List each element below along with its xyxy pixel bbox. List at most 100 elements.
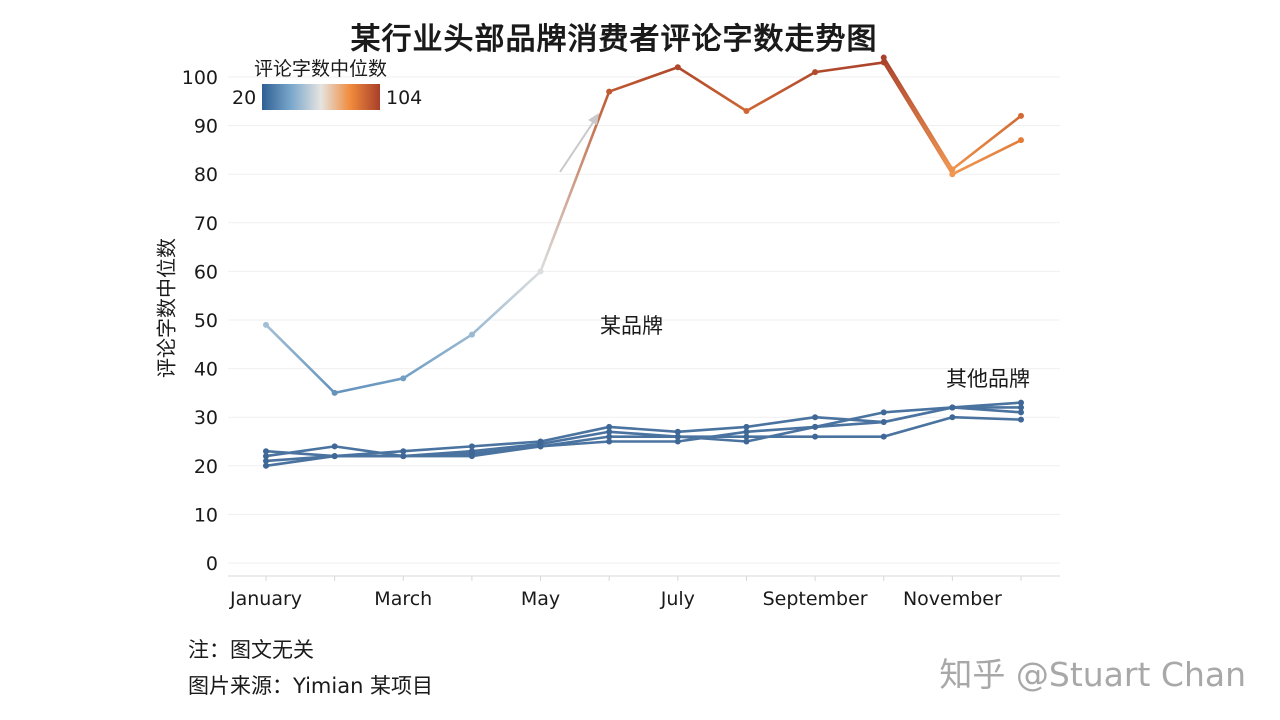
legend-title: 评论字数中位数 (254, 58, 387, 80)
footnote-note: 注：图文无关 (188, 638, 314, 662)
data-point (400, 453, 407, 460)
line-segment (676, 65, 748, 113)
annotation-arrow-head (588, 113, 599, 125)
data-point (468, 443, 475, 450)
data-point (331, 443, 338, 450)
line-segment (813, 420, 886, 429)
data-point (674, 428, 681, 435)
line-segment (401, 333, 474, 380)
series-line-others (263, 399, 1024, 460)
y-tick-label: 50 (194, 310, 218, 332)
data-point (743, 433, 750, 440)
data-point (880, 433, 887, 440)
data-point (949, 166, 956, 173)
data-point (880, 54, 887, 61)
legend-min-label: 20 (232, 87, 256, 109)
line-segment (539, 430, 611, 446)
data-point (743, 428, 750, 435)
series-line-focus (880, 54, 1024, 173)
line-segment (264, 323, 336, 395)
data-point (537, 438, 544, 445)
line-segment (813, 61, 886, 74)
line-segment (401, 449, 474, 458)
line-segment (607, 65, 680, 93)
data-point (880, 419, 887, 426)
legend-color-bar (262, 84, 380, 110)
data-point (331, 389, 338, 396)
data-point (949, 414, 956, 421)
y-tick-label: 60 (194, 261, 218, 283)
data-point (743, 423, 750, 430)
line-segment (882, 406, 954, 414)
data-point (606, 423, 613, 430)
y-tick-label: 20 (194, 456, 218, 478)
data-point (743, 438, 750, 445)
annotation-other-brands: 其他品牌 (946, 367, 1030, 391)
line-segment (470, 445, 542, 455)
data-point (263, 321, 269, 328)
line-segment (676, 435, 748, 443)
chart-labels: 评论字数中位数 某品牌 其他品牌 (155, 113, 1030, 391)
data-point (537, 268, 544, 275)
data-point (949, 404, 956, 411)
data-point (606, 428, 613, 435)
data-point (1018, 112, 1024, 119)
line-segment (745, 415, 817, 429)
y-tick-label: 70 (194, 213, 218, 235)
line-segment (951, 138, 1023, 176)
data-point (1018, 416, 1024, 423)
line-segment (882, 61, 954, 176)
line-segment (745, 425, 817, 443)
y-tick-label: 80 (194, 164, 218, 186)
data-point (1018, 399, 1024, 406)
x-tick-label: January (229, 588, 302, 610)
footnote-source: 图片来源：Yimian 某项目 (188, 674, 434, 698)
data-point (1018, 409, 1024, 416)
data-point (1018, 137, 1024, 144)
series-lines (263, 54, 1024, 469)
color-legend: 评论字数中位数 20 104 (232, 58, 422, 110)
chart-title: 某行业头部品牌消费者评论字数走势图 (350, 22, 878, 57)
data-point (263, 453, 269, 460)
y-axis-label: 评论字数中位数 (155, 238, 179, 378)
line-segment (333, 377, 405, 395)
series-line-focus (263, 59, 1024, 396)
data-point (674, 438, 681, 445)
line-segment (539, 90, 611, 273)
data-point (812, 69, 819, 76)
data-point (949, 171, 956, 178)
line-segment (745, 425, 817, 434)
data-point (812, 433, 819, 440)
annotation-focus-brand: 某品牌 (600, 314, 663, 338)
line-segment (607, 425, 680, 434)
y-tick-label: 100 (182, 67, 218, 89)
data-point (468, 331, 475, 338)
line-segment (607, 430, 680, 438)
x-tick-label: September (763, 588, 868, 610)
data-point (263, 457, 269, 464)
line-segment (951, 114, 1023, 171)
watermark: 知乎 @Stuart Chan (939, 655, 1246, 694)
line-segment (882, 406, 954, 424)
x-tick-label: July (660, 588, 695, 610)
y-tick-label: 40 (194, 359, 218, 381)
y-tick-label: 90 (194, 116, 218, 138)
data-point (674, 64, 681, 71)
y-tick-label: 10 (194, 504, 218, 526)
line-segment (401, 445, 474, 453)
line-segment (470, 270, 542, 336)
data-point (880, 409, 887, 416)
line-segment (539, 425, 611, 443)
data-point (743, 108, 750, 115)
line-segment (264, 449, 336, 458)
series-line-others (263, 404, 1024, 460)
data-point (812, 414, 819, 421)
line-segment (745, 70, 817, 113)
line-segment (676, 425, 748, 434)
data-point (812, 423, 819, 430)
line-segment (333, 449, 405, 458)
y-tick-label: 30 (194, 407, 218, 429)
data-point (606, 433, 613, 440)
line-segment (470, 440, 542, 448)
